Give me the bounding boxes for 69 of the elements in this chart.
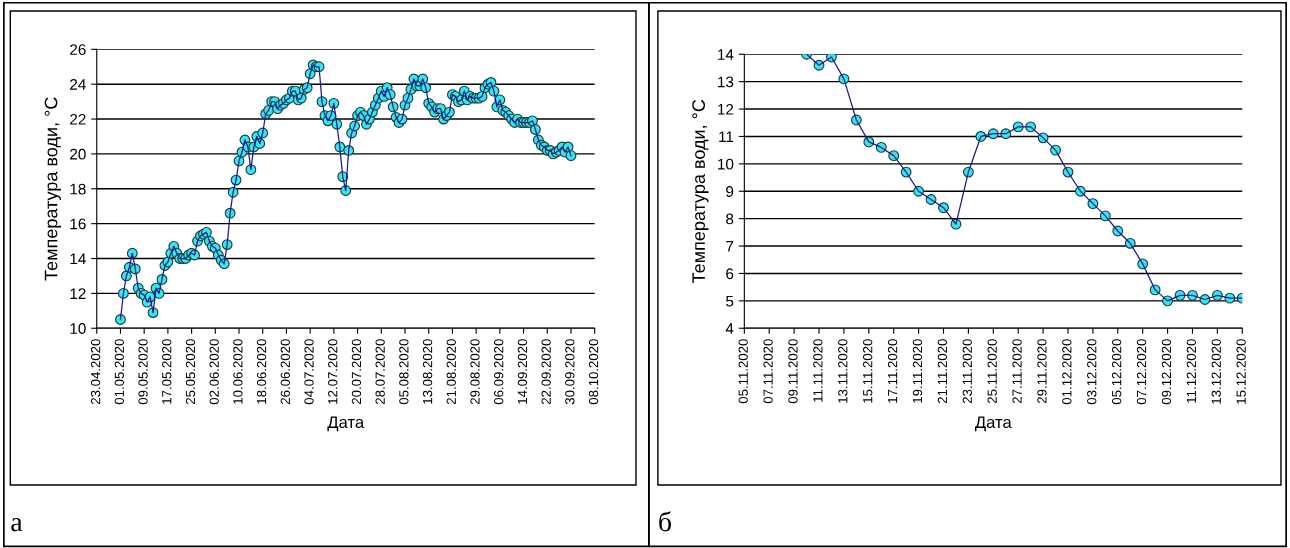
y-tick-label: 13: [718, 76, 734, 88]
x-tick-label: 05.11.2020: [738, 339, 748, 404]
x-tick-label: 13.08.2020: [422, 339, 433, 404]
x-tick-label: 11.12.2020: [1186, 339, 1197, 403]
x-tick-label: 22.09.2020: [541, 339, 551, 405]
x-tick-label: 11.11.2020: [813, 339, 823, 402]
y-tick-label: 12: [718, 103, 734, 115]
y-tick-label: 18: [70, 183, 86, 195]
y-tick-label: 24: [70, 79, 86, 90]
x-tick-label: 07.12.2020: [1136, 339, 1147, 405]
y-tick-label: 8: [726, 213, 734, 225]
x-tick-label: 15.11.2020: [863, 339, 873, 403]
x-tick-label: 23.04.2020: [90, 339, 101, 405]
y-tick-label: 26: [70, 44, 86, 56]
x-tick-label: 27.11.2020: [1012, 339, 1022, 404]
x-tick-label: 17.05.2020: [162, 339, 172, 404]
x-tick-label: 01.12.2020: [1062, 339, 1072, 405]
x-tick-label: 13.11.2020: [838, 339, 848, 403]
x-axis-title: Дата: [974, 416, 1012, 432]
x-tick-label: 26.06.2020: [280, 339, 290, 405]
x-tick-label: 30.09.2020: [565, 339, 575, 405]
x-tick-label: 05.08.2020: [399, 339, 409, 405]
y-tick-label: 5: [726, 295, 734, 307]
x-tick-label: 08.10.2020: [588, 339, 599, 405]
y-tick-label: 10: [70, 323, 86, 334]
y-tick-label: 7: [726, 241, 734, 252]
x-tick-label: 29.08.2020: [470, 339, 480, 405]
text: б: [659, 511, 671, 532]
x-tick-label: 09.11.2020: [788, 339, 798, 404]
y-tick-label: 20: [70, 148, 86, 160]
x-tick-label: 23.11.2020: [962, 339, 972, 404]
x-tick-label: 29.11.2020: [1037, 339, 1047, 404]
x-tick-label: 18.06.2020: [256, 339, 267, 404]
x-tick-label: 05.12.2020: [1111, 339, 1122, 405]
x-tick-label: 15.12.2020: [1236, 339, 1246, 404]
x-tick-label: 04.07.2020: [304, 339, 314, 405]
x-axis-title: Дата: [327, 416, 365, 432]
x-tick-label: 13.12.2020: [1211, 339, 1221, 404]
x-tick-label: 20.07.2020: [351, 339, 362, 405]
x-tick-label: 03.12.2020: [1087, 339, 1097, 405]
x-tick-label: 07.11.2020: [763, 339, 773, 404]
y-tick-label: 14: [718, 49, 734, 60]
x-tick-label: 17.11.2020: [887, 339, 898, 403]
x-tick-label: 21.08.2020: [446, 339, 456, 405]
y-tick-label: 4: [725, 323, 734, 334]
x-tick-label: 19.11.2020: [912, 339, 923, 403]
x-tick-label: 06.09.2020: [494, 339, 504, 405]
x-tick-label: 21.11.2020: [937, 339, 948, 404]
text: а: [11, 518, 23, 532]
x-tick-label: 09.05.2020: [138, 339, 148, 405]
x-tick-label: 09.12.2020: [1161, 339, 1172, 405]
y-tick-label: 12: [70, 288, 86, 299]
x-tick-label: 01.05.2020: [114, 339, 124, 405]
x-tick-label: 25.11.2020: [987, 339, 997, 404]
y-axis-title: Температура води, °C: [692, 99, 709, 283]
y-tick-label: 10: [718, 158, 734, 170]
y-tick-label: 22: [70, 113, 86, 125]
y-tick-label: 11: [719, 131, 734, 142]
y-tick-label: 6: [726, 268, 734, 280]
y-tick-label: 9: [726, 186, 734, 197]
y-tick-label: 14: [70, 253, 86, 265]
x-tick-label: 10.06.2020: [233, 339, 243, 404]
x-tick-label: 14.09.2020: [517, 339, 528, 404]
y-tick-label: 16: [70, 218, 86, 230]
x-tick-label: 25.05.2020: [185, 339, 196, 405]
y-axis-title: Температура води, °C: [44, 97, 62, 281]
x-tick-label: 28.07.2020: [375, 339, 385, 405]
x-tick-label: 12.07.2020: [328, 339, 338, 404]
x-tick-label: 02.06.2020: [209, 339, 219, 405]
